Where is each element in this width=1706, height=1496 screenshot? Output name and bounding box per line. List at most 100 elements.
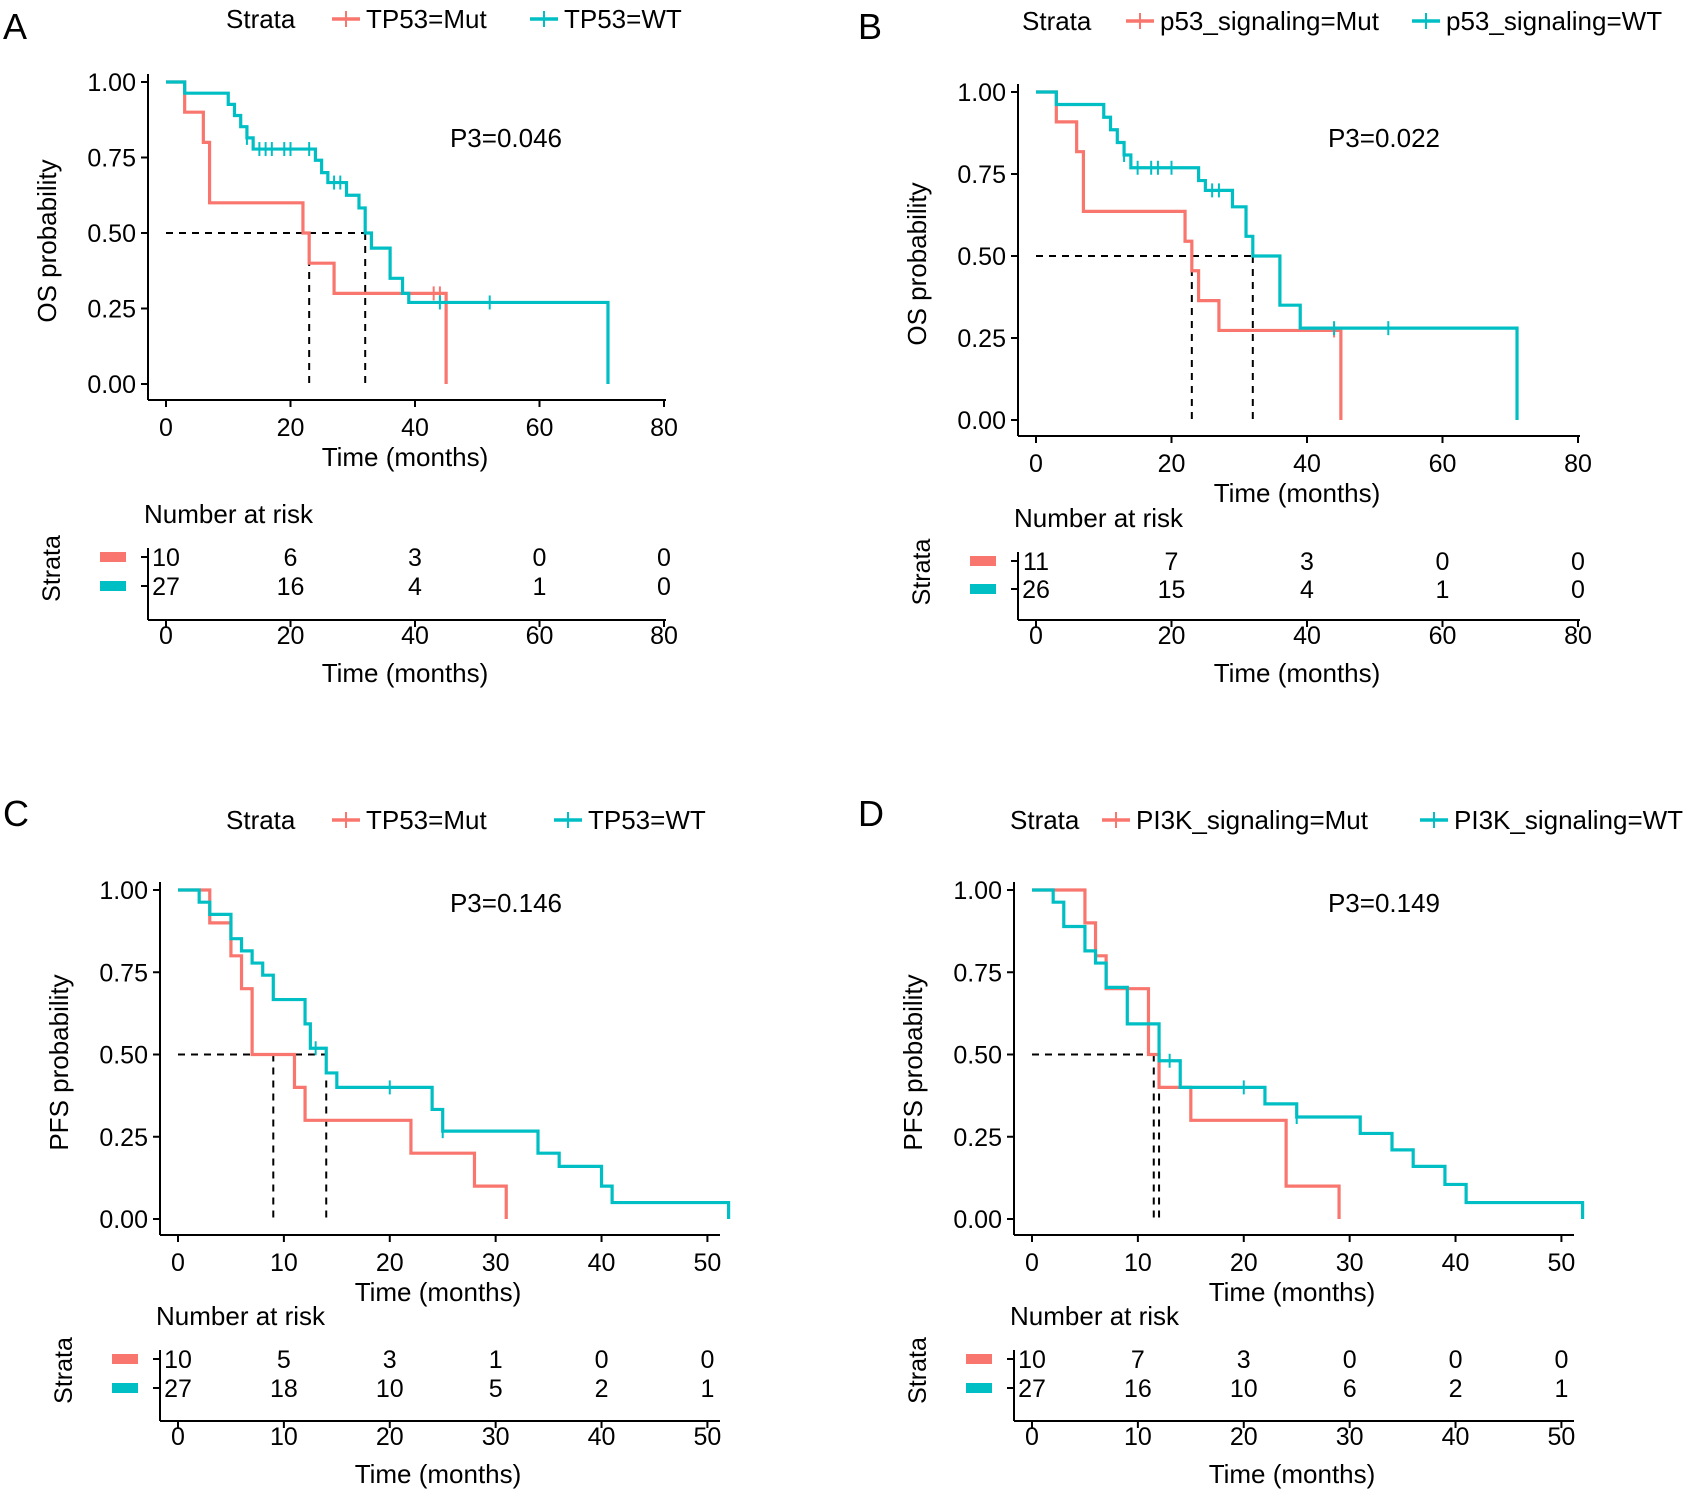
risk-strata-swatch	[966, 1383, 992, 1393]
risk-y-axis-title: Strata	[904, 1337, 932, 1404]
risk-x-tick-label: 20	[376, 1423, 404, 1451]
risk-x-tick-label: 40	[401, 622, 429, 650]
x-tick-label: 60	[526, 414, 554, 442]
risk-x-tick-label: 30	[1336, 1423, 1364, 1451]
legend: Strata p53_signaling=Mut p53_signaling=WT	[1022, 6, 1662, 36]
km-panel-b: B Strata p53_signaling=Mut p53_signaling=WT…	[858, 6, 1662, 688]
risk-count: 7	[1165, 548, 1179, 576]
survival-curve-mut	[1036, 90, 1343, 420]
x-tick-label: 40	[1442, 1249, 1470, 1277]
legend: Strata TP53=Mut TP53=WT	[226, 805, 706, 835]
risk-count: 6	[1343, 1375, 1357, 1403]
x-tick-label: 60	[1429, 450, 1457, 478]
km-panel-a: A Strata TP53=Mut TP53=WT 0.00 0.25 0.50 0.75 1.…	[3, 4, 682, 688]
x-axis-title: Time (months)	[322, 442, 489, 472]
risk-count: 0	[595, 1346, 609, 1374]
x-tick-label: 0	[1025, 1249, 1039, 1277]
risk-count: 27	[164, 1375, 192, 1403]
x-tick-label: 20	[1158, 450, 1186, 478]
risk-table-title: Number at risk	[1010, 1301, 1180, 1331]
x-tick-label: 40	[401, 414, 429, 442]
risk-x-tick-label: 60	[526, 622, 554, 650]
p-value: P3=0.146	[450, 888, 562, 918]
risk-x-tick-label: 60	[1429, 622, 1457, 650]
x-tick-label: 0	[171, 1249, 185, 1277]
risk-table-title: Number at risk	[144, 499, 314, 529]
legend: Strata PI3K_signaling=Mut PI3K_signaling=W…	[1010, 805, 1683, 835]
risk-x-tick-label: 50	[694, 1423, 722, 1451]
x-tick-label: 50	[694, 1249, 722, 1277]
risk-y-axis-title: Strata	[50, 1337, 78, 1404]
risk-x-axis-title: Time (months)	[322, 658, 489, 688]
risk-x-tick-label: 40	[588, 1423, 616, 1451]
x-tick-label: 50	[1548, 1249, 1576, 1277]
risk-count: 1	[533, 573, 547, 601]
risk-count: 10	[1230, 1375, 1258, 1403]
risk-count: 10	[1018, 1346, 1046, 1374]
p-value: P3=0.046	[450, 123, 562, 153]
x-tick-label: 80	[1564, 450, 1592, 478]
y-tick-label: 0.25	[957, 325, 1006, 353]
panel-label: D	[858, 793, 884, 834]
risk-x-tick-label: 0	[1025, 1423, 1039, 1451]
risk-count: 3	[1237, 1346, 1251, 1374]
risk-x-tick-label: 80	[650, 622, 678, 650]
legend-entry: TP53=WT	[564, 4, 682, 34]
risk-count: 16	[277, 573, 305, 601]
risk-count: 3	[383, 1346, 397, 1374]
y-tick-label: 0.50	[953, 1042, 1002, 1070]
risk-x-tick-label: 40	[1442, 1423, 1470, 1451]
risk-x-axis-title: Time (months)	[1209, 1459, 1376, 1489]
risk-count: 5	[489, 1375, 503, 1403]
survival-curve-wt	[166, 80, 610, 384]
risk-count: 7	[1131, 1346, 1145, 1374]
y-axis-title: PFS probability	[44, 974, 74, 1150]
risk-count: 0	[1554, 1346, 1568, 1374]
x-tick-label: 0	[1029, 450, 1043, 478]
panel-label: B	[858, 6, 882, 47]
risk-count: 3	[408, 544, 422, 572]
risk-count: 2	[595, 1375, 609, 1403]
y-tick-label: 0.75	[953, 959, 1002, 987]
x-tick-label: 10	[270, 1249, 298, 1277]
y-tick-label: 0.00	[953, 1206, 1002, 1234]
risk-count: 27	[1018, 1375, 1046, 1403]
risk-count: 3	[1300, 548, 1314, 576]
legend-title: Strata	[1010, 805, 1080, 835]
risk-strata-swatch	[970, 556, 996, 566]
survival-curve-mut	[1032, 888, 1341, 1219]
risk-count: 10	[152, 544, 180, 572]
survival-curve-mut	[166, 80, 448, 384]
risk-count: 15	[1158, 576, 1186, 604]
x-tick-label: 20	[376, 1249, 404, 1277]
y-tick-label: 0.50	[99, 1042, 148, 1070]
risk-count: 0	[700, 1346, 714, 1374]
survival-curve-wt	[1032, 888, 1585, 1219]
km-panel-d: D Strata PI3K_signaling=Mut PI3K_signaling=…	[858, 793, 1683, 1489]
risk-x-axis-title: Time (months)	[1214, 658, 1381, 688]
y-tick-label: 0.00	[87, 371, 136, 399]
risk-x-tick-label: 50	[1548, 1423, 1576, 1451]
x-tick-label: 40	[588, 1249, 616, 1277]
risk-x-tick-label: 20	[1230, 1423, 1258, 1451]
risk-strata-swatch	[100, 552, 126, 562]
panel-label: C	[3, 793, 29, 834]
risk-count: 27	[152, 573, 180, 601]
p-value: P3=0.149	[1328, 888, 1440, 918]
risk-count: 18	[270, 1375, 298, 1403]
risk-count: 1	[1436, 576, 1450, 604]
risk-strata-swatch	[112, 1383, 138, 1393]
x-tick-label: 40	[1293, 450, 1321, 478]
risk-count: 11	[1023, 548, 1049, 576]
y-tick-label: 0.75	[87, 145, 136, 173]
x-axis-title: Time (months)	[355, 1277, 522, 1307]
risk-x-tick-label: 80	[1564, 622, 1592, 650]
risk-count: 0	[533, 544, 547, 572]
y-tick-label: 1.00	[99, 877, 148, 905]
y-axis-title: OS probability	[32, 159, 62, 322]
survival-curve-wt	[1036, 90, 1519, 420]
